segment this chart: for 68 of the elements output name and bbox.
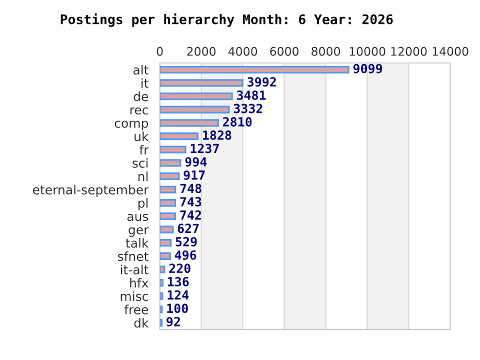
data-label: 92: [166, 316, 180, 326]
y-tick-label: misc: [120, 291, 148, 302]
data-label: 2810: [222, 117, 252, 127]
data-label: 742: [180, 210, 201, 220]
bar: [160, 306, 163, 314]
x-tick-label: 8000: [312, 46, 340, 56]
bar: [160, 106, 230, 114]
data-label: 220: [169, 264, 190, 274]
y-tick-label: it: [142, 78, 148, 88]
x-tick-label: 10000: [350, 46, 386, 56]
x-tick-label: 12000: [391, 46, 427, 56]
y-tick-label: hfx: [130, 278, 148, 288]
y-tick-label: it-alt: [120, 264, 148, 274]
data-label: 100: [167, 304, 188, 314]
y-tick-label: comp: [114, 120, 148, 130]
bar: [160, 186, 176, 194]
data-label: 136: [168, 276, 189, 286]
y-tick-label: talk: [126, 238, 149, 248]
bar: [160, 266, 166, 274]
y-tick-label: fr: [139, 144, 149, 154]
x-tick-label: 0: [156, 46, 163, 56]
x-tick-label: 2000: [187, 46, 216, 56]
data-label: 3332: [234, 104, 262, 114]
bar: [160, 132, 199, 140]
bar: [160, 146, 186, 154]
bar: [160, 278, 164, 287]
bar: [160, 212, 176, 220]
y-tick-label: dk: [134, 318, 149, 328]
y-tick-label: free: [124, 304, 148, 314]
data-label: 627: [178, 224, 199, 234]
y-tick-label: rec: [130, 107, 148, 115]
data-label: 917: [184, 170, 205, 180]
bar: [160, 238, 172, 247]
data-label: 496: [174, 250, 196, 260]
y-tick-label: alt: [133, 64, 148, 75]
bar: [160, 252, 171, 260]
y-tick-label: pl: [138, 198, 148, 210]
y-tick-label: sci: [132, 158, 148, 168]
bar: [160, 159, 182, 167]
y-tick-label: de: [134, 92, 148, 102]
data-label: 1828: [203, 130, 232, 140]
y-tick-label: aus: [127, 214, 148, 222]
data-label: 994: [185, 157, 207, 167]
data-label: 9099: [353, 64, 382, 74]
data-label: 3992: [248, 77, 276, 87]
x-tick-label: 14000: [432, 46, 468, 56]
data-label: 529: [176, 236, 197, 247]
bar: [160, 172, 180, 180]
x-tick-label: 6000: [270, 46, 299, 56]
y-tick-label: ger: [128, 227, 149, 237]
y-tick-label: nl: [138, 171, 148, 181]
bar: [160, 226, 174, 234]
data-label: 1237: [190, 144, 219, 154]
data-label: 124: [168, 290, 189, 300]
bar: [160, 92, 233, 100]
bar: [160, 292, 164, 300]
bar: [160, 66, 350, 74]
bar: [160, 119, 219, 127]
data-label: 743: [180, 197, 202, 206]
bar: [160, 199, 176, 207]
y-tick-label: eternal-september: [32, 184, 149, 197]
data-label: 3481: [236, 90, 266, 100]
data-label: 748: [180, 184, 202, 194]
chart-title: Postings per hierarchy Month: 6 Year: 2026: [60, 13, 393, 27]
bar: [160, 79, 244, 87]
y-tick-label: uk: [134, 132, 149, 142]
x-tick-label: 4000: [228, 46, 258, 56]
y-tick-label: sfnet: [118, 251, 148, 262]
